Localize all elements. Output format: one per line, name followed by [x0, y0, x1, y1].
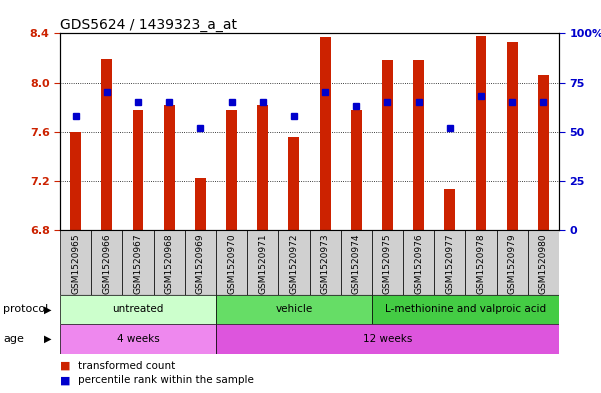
Text: GSM1520970: GSM1520970	[227, 233, 236, 294]
Bar	[341, 230, 372, 295]
Text: 12 weeks: 12 weeks	[363, 334, 412, 344]
Text: age: age	[3, 334, 24, 344]
Bar	[91, 230, 123, 295]
Bar	[528, 230, 559, 295]
Text: GSM1520969: GSM1520969	[196, 233, 205, 294]
Bar	[310, 230, 341, 295]
Bar	[257, 105, 268, 230]
Bar	[403, 230, 434, 295]
Text: vehicle: vehicle	[275, 305, 313, 314]
Bar	[465, 230, 496, 295]
Bar	[278, 230, 310, 295]
Text: protocol: protocol	[3, 305, 48, 314]
Bar	[538, 75, 549, 230]
Text: ■: ■	[60, 375, 70, 385]
Text: L-methionine and valproic acid: L-methionine and valproic acid	[385, 305, 546, 314]
Bar	[475, 36, 486, 230]
Bar	[185, 230, 216, 295]
Text: GSM1520979: GSM1520979	[508, 233, 517, 294]
Text: GSM1520980: GSM1520980	[539, 233, 548, 294]
Text: percentile rank within the sample: percentile rank within the sample	[78, 375, 254, 385]
Text: GDS5624 / 1439323_a_at: GDS5624 / 1439323_a_at	[60, 18, 237, 32]
Bar	[247, 230, 278, 295]
Text: GSM1520973: GSM1520973	[320, 233, 329, 294]
Bar	[195, 178, 206, 230]
Bar	[382, 61, 393, 230]
Text: GSM1520977: GSM1520977	[445, 233, 454, 294]
Bar	[216, 324, 559, 354]
Text: GSM1520972: GSM1520972	[290, 233, 299, 294]
Bar	[133, 110, 144, 230]
Text: untreated: untreated	[112, 305, 163, 314]
Bar	[70, 132, 81, 230]
Bar	[434, 230, 465, 295]
Bar	[123, 230, 154, 295]
Text: GSM1520971: GSM1520971	[258, 233, 267, 294]
Bar	[216, 295, 372, 324]
Bar	[102, 59, 112, 230]
Bar	[60, 230, 91, 295]
Text: 4 weeks: 4 weeks	[117, 334, 159, 344]
Bar	[496, 230, 528, 295]
Bar	[351, 110, 362, 230]
Text: GSM1520976: GSM1520976	[414, 233, 423, 294]
Text: GSM1520978: GSM1520978	[477, 233, 486, 294]
Bar	[372, 295, 559, 324]
Text: ■: ■	[60, 361, 70, 371]
Bar	[507, 42, 517, 230]
Text: GSM1520974: GSM1520974	[352, 233, 361, 294]
Text: GSM1520965: GSM1520965	[71, 233, 80, 294]
Bar	[60, 324, 216, 354]
Text: ▶: ▶	[44, 334, 51, 344]
Bar	[216, 230, 247, 295]
Text: ▶: ▶	[44, 305, 51, 314]
Bar	[413, 61, 424, 230]
Bar	[444, 189, 456, 230]
Text: transformed count: transformed count	[78, 361, 175, 371]
Bar	[372, 230, 403, 295]
Text: GSM1520975: GSM1520975	[383, 233, 392, 294]
Text: GSM1520966: GSM1520966	[102, 233, 111, 294]
Bar	[163, 105, 175, 230]
Text: GSM1520968: GSM1520968	[165, 233, 174, 294]
Bar	[154, 230, 185, 295]
Text: GSM1520967: GSM1520967	[133, 233, 142, 294]
Bar	[320, 37, 331, 230]
Bar	[288, 137, 299, 230]
Bar	[60, 295, 216, 324]
Bar	[226, 110, 237, 230]
